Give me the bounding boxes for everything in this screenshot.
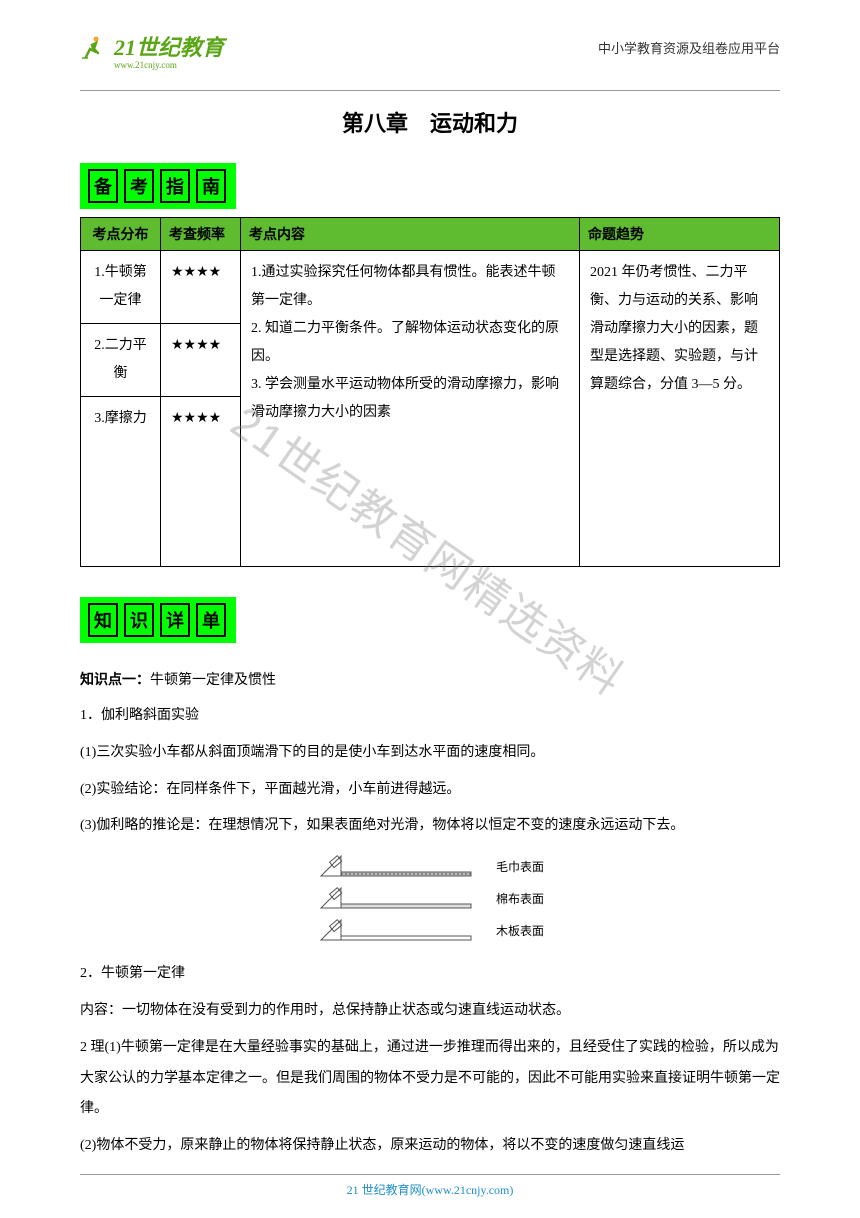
cell-freq: ★★★★ (161, 251, 241, 324)
text-item1-1: (1)三次实验小车都从斜面顶端滑下的目的是使小车到达水平面的速度相同。 (80, 738, 780, 769)
th-freq: 考查频率 (161, 218, 241, 251)
ramp-icon (316, 884, 486, 912)
th-topic: 考点分布 (81, 218, 161, 251)
text-item2-r2: (2)物体不受力，原来静止的物体将保持静止状态，原来运动的物体，将以不变的速度做… (80, 1131, 780, 1162)
cell-topic: 2.二力平衡 (81, 324, 161, 397)
chapter-title: 第八章 运动和力 (80, 106, 780, 138)
th-trend: 命题趋势 (580, 218, 780, 251)
section-badge-guide: 备 考 指 南 (80, 163, 236, 209)
badge-char: 识 (124, 603, 154, 637)
content-p1: 1.通过实验探究任何物体都具有惯性。能表述牛顿第一定律。 (251, 259, 569, 315)
ramp-row: 棉布表面 (80, 884, 780, 912)
page-footer: 21 世纪教育网(www.21cnjy.com) (80, 1174, 780, 1198)
logo-runner-icon (80, 35, 110, 65)
badge-char: 备 (88, 169, 118, 203)
cell-freq: ★★★★ (161, 397, 241, 567)
badge-char: 知 (88, 603, 118, 637)
ramp-icon (316, 916, 486, 944)
text-item1: 1．伽利略斜面实验 (80, 701, 780, 732)
logo-url: www.21cnjy.com (114, 60, 224, 70)
cell-topic: 3.摩擦力 (81, 397, 161, 567)
ramp-row: 毛巾表面 (80, 852, 780, 880)
text-item2-content: 内容：一切物体在没有受到力的作用时，总保持静止状态或匀速直线运动状态。 (80, 996, 780, 1027)
text-item2-r1: 2 理(1)牛顿第一定律是在大量经验事实的基础上，通过进一步推理而得出来的，且经… (80, 1033, 780, 1125)
text-item2: 2．牛顿第一定律 (80, 959, 780, 990)
ramp-diagram: 毛巾表面 棉布表面 木板表面 (80, 852, 780, 944)
kp-prefix: 知识点一： (80, 673, 150, 688)
cell-freq: ★★★★ (161, 324, 241, 397)
header-divider (80, 90, 780, 91)
badge-char: 考 (124, 169, 154, 203)
ramp-label: 毛巾表面 (496, 858, 544, 875)
content-p2: 2. 知道二力平衡条件。了解物体运动状态变化的原因。 (251, 315, 569, 371)
badge-char: 指 (160, 169, 190, 203)
text-item1-3: (3)伽利略的推论是：在理想情况下，如果表面绝对光滑，物体将以恒定不变的速度永远… (80, 811, 780, 842)
ramp-label: 木板表面 (496, 922, 544, 939)
knowledge-point-heading: 知识点一：牛顿第一定律及惯性 (80, 669, 780, 689)
page-header: 21世纪教育 www.21cnjy.com 中小学教育资源及组卷应用平台 (80, 30, 780, 70)
cell-topic: 1.牛顿第一定律 (81, 251, 161, 324)
ramp-row: 木板表面 (80, 916, 780, 944)
kp-name: 牛顿第一定律及惯性 (150, 673, 276, 688)
logo-text: 21世纪教育 (114, 35, 224, 60)
cell-content: 1.通过实验探究任何物体都具有惯性。能表述牛顿第一定律。 2. 知道二力平衡条件… (241, 251, 580, 567)
logo-text-wrap: 21世纪教育 www.21cnjy.com (114, 30, 224, 70)
ramp-icon (316, 852, 486, 880)
header-subtitle: 中小学教育资源及组卷应用平台 (598, 38, 780, 57)
ramp-label: 棉布表面 (496, 890, 544, 907)
exam-guide-table: 考点分布 考查频率 考点内容 命题趋势 1.牛顿第一定律 ★★★★ 1.通过实验… (80, 217, 780, 567)
text-item1-2: (2)实验结论：在同样条件下，平面越光滑，小车前进得越远。 (80, 775, 780, 806)
cell-trend: 2021 年仍考惯性、二力平衡、力与运动的关系、影响滑动摩擦力大小的因素，题型是… (580, 251, 780, 567)
badge-char: 单 (196, 603, 226, 637)
content-p3: 3. 学会测量水平运动物体所受的滑动摩擦力，影响滑动摩擦力大小的因素 (251, 371, 569, 427)
section-badge-knowledge: 知 识 详 单 (80, 597, 236, 643)
badge-char: 南 (196, 169, 226, 203)
logo: 21世纪教育 www.21cnjy.com (80, 30, 224, 70)
th-content: 考点内容 (241, 218, 580, 251)
badge-char: 详 (160, 603, 190, 637)
table-row: 1.牛顿第一定律 ★★★★ 1.通过实验探究任何物体都具有惯性。能表述牛顿第一定… (81, 251, 780, 324)
